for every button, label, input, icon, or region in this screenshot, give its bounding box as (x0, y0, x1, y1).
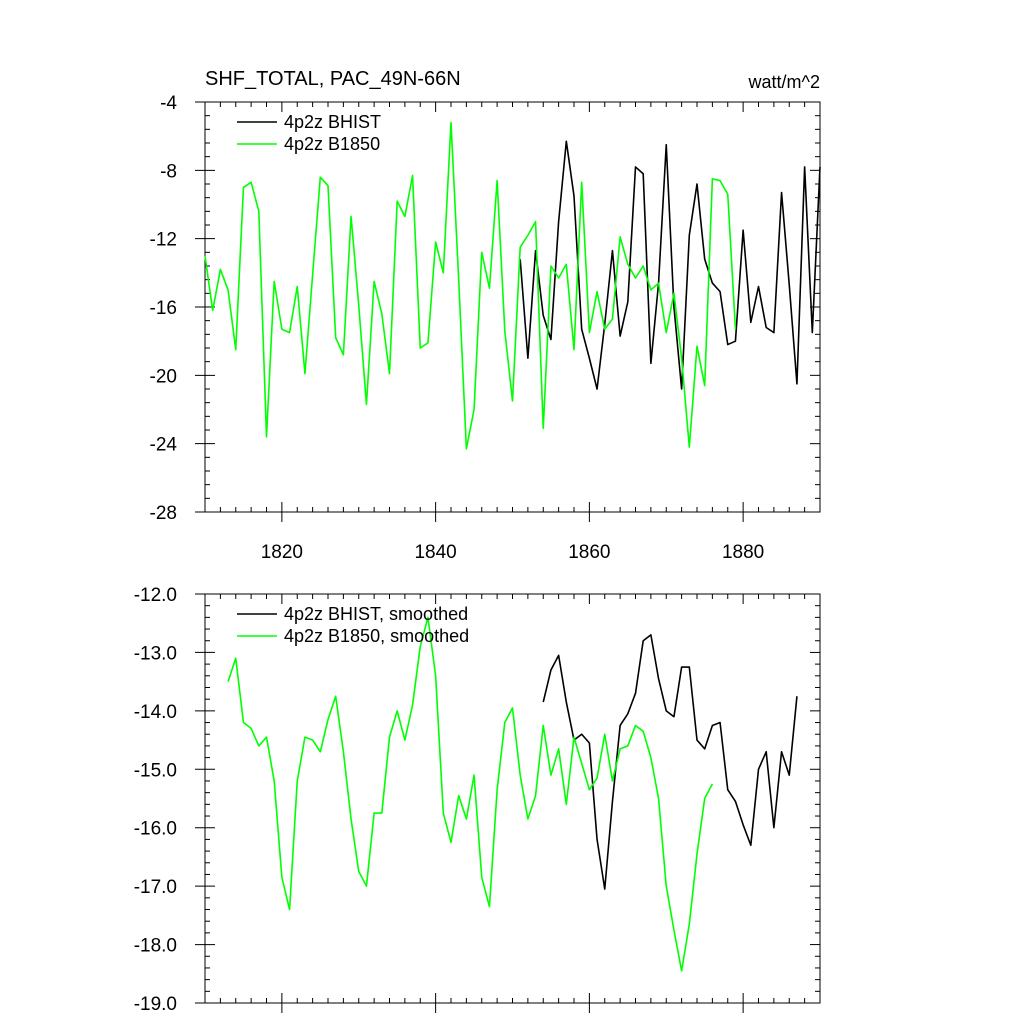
legend-label: 4p2z B1850, smoothed (284, 626, 469, 646)
y-tick-label: -20 (150, 366, 177, 387)
y-tick-label: -16.0 (134, 819, 177, 840)
y-tick-label: -14.0 (134, 702, 177, 723)
y-tick-label: -15.0 (134, 760, 177, 781)
series-line (204, 121, 737, 450)
series-line (227, 616, 714, 972)
series-line (542, 634, 798, 890)
y-tick-label: -28 (150, 503, 177, 524)
plot-frame (204, 101, 821, 513)
plot-frame (204, 593, 821, 1004)
y-tick-label: -19.0 (134, 994, 177, 1015)
y-tick-label: -18.0 (134, 936, 177, 957)
y-tick-label: -17.0 (134, 877, 177, 898)
top-panel: -4 -8 -12 -16 -20 -24 -28 1820 1840 1860 1880 4p2z … (150, 93, 821, 563)
x-tick-label: 1840 (414, 542, 456, 563)
y-tick-label: -4 (160, 93, 177, 114)
legend-label: 4p2z B1850 (284, 134, 380, 154)
x-tick-label: 1860 (568, 542, 610, 563)
units-label: watt/m^2 (748, 72, 820, 92)
legend-label: 4p2z BHIST, smoothed (284, 604, 468, 624)
chart-title: SHF_TOTAL, PAC_49N-66N (205, 68, 461, 90)
y-tick-label: -16 (150, 298, 177, 319)
y-tick-label: -12 (150, 230, 177, 251)
y-tick-label: -24 (150, 435, 178, 456)
bottom-panel: -12.0 -13.0 -14.0 -15.0 -16.0 -17.0 -18.0 -19.0… (134, 585, 821, 1015)
legend-label: 4p2z BHIST (284, 112, 381, 132)
x-tick-label: 1820 (261, 542, 303, 563)
y-tick-label: -8 (160, 161, 177, 182)
y-tick-label: -13.0 (134, 643, 177, 664)
series-line (519, 140, 821, 390)
x-tick-label: 1880 (722, 542, 764, 563)
y-tick-label: -12.0 (134, 585, 177, 606)
